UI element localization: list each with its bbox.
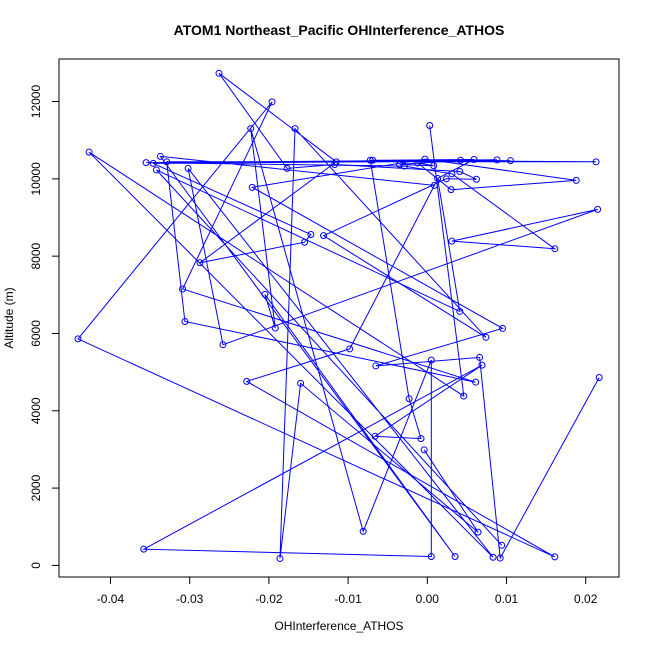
data-point <box>427 553 435 561</box>
y-tick-label: 6000 <box>29 320 43 347</box>
data-point <box>472 378 480 386</box>
data-point <box>448 237 456 245</box>
series-line <box>153 72 600 560</box>
data-point <box>261 290 269 298</box>
x-axis-label: OHInterference_ATHOS <box>274 619 403 633</box>
data-point <box>470 156 478 164</box>
data-point <box>291 125 299 133</box>
plot-frame <box>58 58 620 578</box>
data-point <box>482 333 490 341</box>
data-point <box>142 159 150 167</box>
data-point <box>430 162 438 170</box>
data-point <box>196 259 204 267</box>
data-point <box>179 285 187 293</box>
chart-title: ATOM1 Northeast_Pacific OHInterference_A… <box>174 22 505 38</box>
x-tick-label: -0.02 <box>255 592 283 606</box>
data-point <box>152 166 160 174</box>
data-point <box>243 377 251 385</box>
data-point <box>551 553 559 561</box>
data-point <box>489 553 497 561</box>
data-point <box>184 164 192 172</box>
data-point <box>405 395 413 403</box>
data-point <box>371 432 379 440</box>
data-point <box>417 435 425 443</box>
data-point <box>493 156 501 164</box>
data-point <box>457 156 465 164</box>
data-point <box>359 527 367 535</box>
data-point <box>551 245 559 253</box>
data-point <box>396 161 404 169</box>
data-point <box>149 159 157 167</box>
data-point <box>472 175 480 183</box>
y-tick-label: 0 <box>29 562 43 569</box>
y-tick-label: 4000 <box>29 397 43 424</box>
data-point <box>215 69 223 77</box>
data-point <box>366 156 374 164</box>
data-point <box>427 356 435 364</box>
data-point <box>268 98 276 106</box>
x-tick-label: 0.00 <box>416 592 440 606</box>
data-point <box>74 335 82 343</box>
data-point <box>474 528 482 536</box>
data-point <box>496 554 504 562</box>
data-point <box>248 183 256 191</box>
data-point <box>421 155 429 163</box>
x-tick-label: -0.03 <box>176 592 204 606</box>
x-tick-label: 0.01 <box>495 592 519 606</box>
data-point <box>372 362 380 370</box>
data-point <box>434 174 442 182</box>
data-point <box>271 324 279 332</box>
y-tick-label: 8000 <box>29 242 43 269</box>
data-point <box>156 152 164 160</box>
data-point <box>85 148 93 156</box>
data-point <box>400 162 408 170</box>
data-point <box>181 317 189 325</box>
data-point <box>369 156 377 164</box>
series-line <box>77 101 598 558</box>
data-point <box>456 167 464 175</box>
data-point <box>447 186 455 194</box>
x-tick-label: -0.04 <box>97 592 125 606</box>
x-tick-label: 0.02 <box>574 592 598 606</box>
data-point <box>163 158 171 166</box>
data-point <box>283 164 291 172</box>
data-point <box>499 324 507 332</box>
data-point <box>140 545 148 553</box>
data-point <box>346 345 354 353</box>
data-point <box>219 341 227 349</box>
y-axis-label: Altitude (m) <box>2 287 16 348</box>
y-tick-label: 2000 <box>29 474 43 501</box>
y-tick-label: 10000 <box>29 162 43 196</box>
data-point <box>247 125 255 133</box>
data-point <box>572 176 580 184</box>
x-axis: -0.04 -0.03 -0.02 -0.01 0.00 0.01 0.02 <box>97 577 598 606</box>
y-tick-label: 12000 <box>29 85 43 119</box>
data-point <box>478 361 486 369</box>
data-point <box>506 157 514 165</box>
data-point <box>276 554 284 562</box>
data-point <box>414 159 422 167</box>
data-point <box>307 231 315 239</box>
y-axis: 0 2000 4000 6000 8000 10000 12000 <box>29 85 59 569</box>
data-point <box>426 121 434 129</box>
data-point <box>460 392 468 400</box>
data-point <box>297 379 305 387</box>
x-tick-label: -0.01 <box>334 592 362 606</box>
data-point <box>592 158 600 166</box>
data-point <box>476 353 484 361</box>
data-point <box>451 553 459 561</box>
data-point <box>595 374 603 382</box>
data-point <box>301 238 309 246</box>
data-point <box>594 205 602 213</box>
data-point <box>331 161 339 169</box>
data-point <box>320 232 328 240</box>
series-layer <box>74 69 603 562</box>
data-point <box>442 175 450 183</box>
data-point <box>420 446 428 454</box>
